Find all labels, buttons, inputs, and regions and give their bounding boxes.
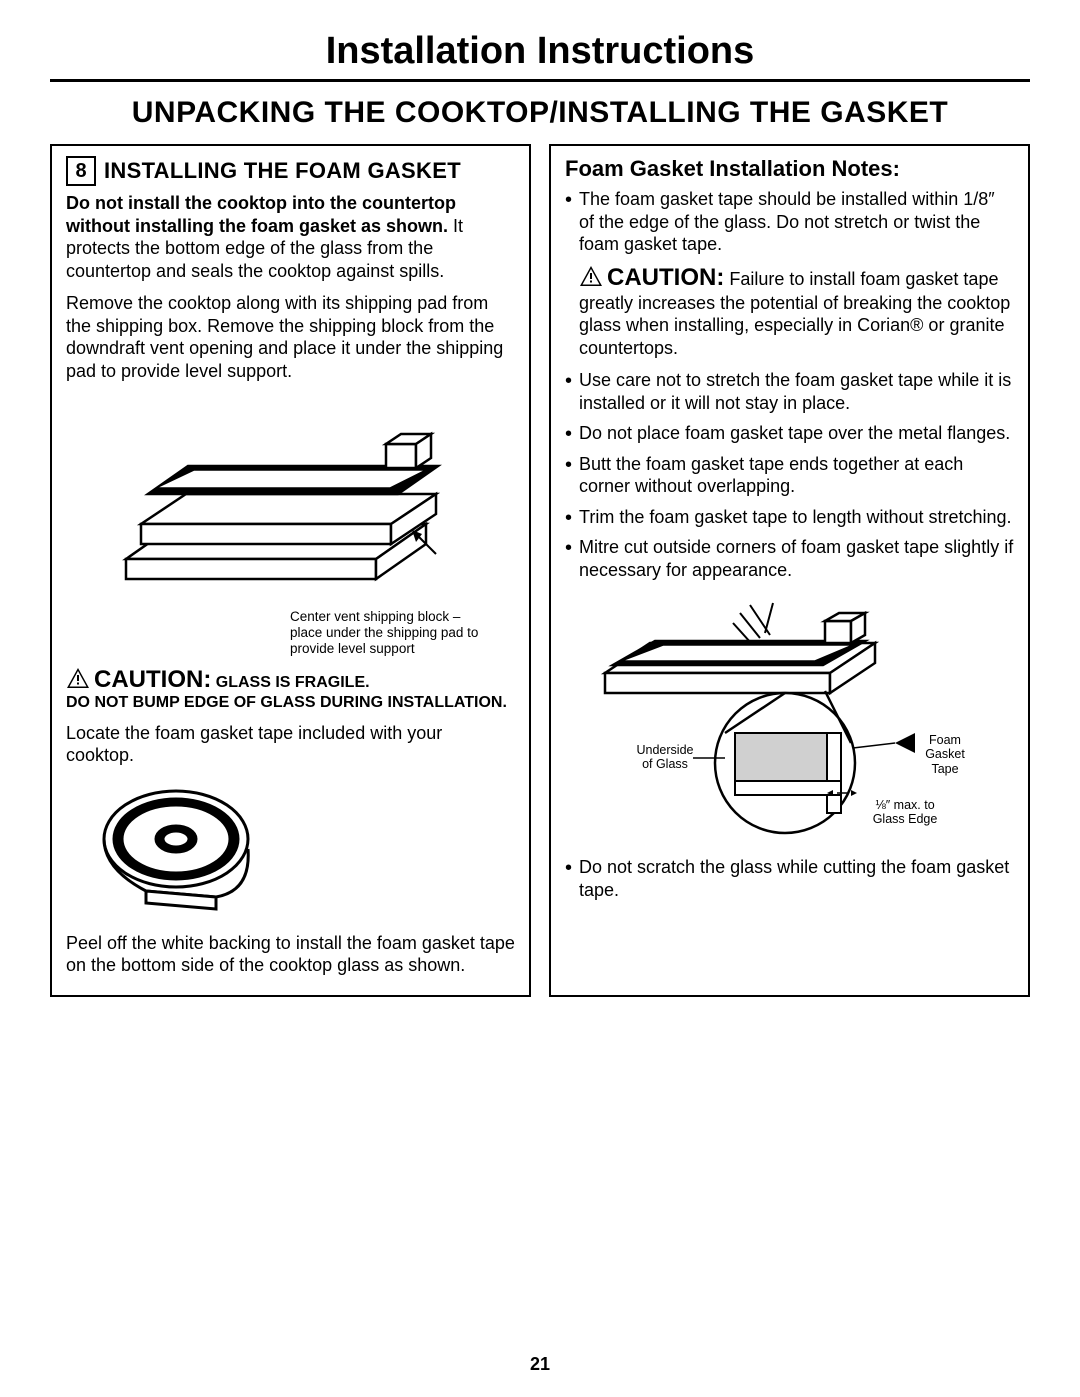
notes-list-3: Do not scratch the glass while cutting t… — [565, 856, 1014, 901]
left-paragraph-3: Locate the foam gasket tape included wit… — [66, 722, 515, 767]
page-subtitle: UNPACKING THE COOKTOP/INSTALLING THE GAS… — [50, 96, 1030, 130]
caution1-lead: CAUTION: — [94, 666, 211, 693]
left-paragraph-4: Peel off the white backing to install th… — [66, 932, 515, 977]
notes-list-2: Use care not to stretch the foam gasket … — [565, 369, 1014, 581]
diag2-label-foam: Foam Gasket Tape — [915, 733, 975, 776]
columns: 8 INSTALLING THE FOAM GASKET Do not inst… — [50, 144, 1030, 997]
list-item: The foam gasket tape should be installed… — [565, 188, 1014, 256]
diagram-foam-gasket-install: Underside of Glass Foam Gasket Tape ⅛″ m… — [565, 593, 1014, 848]
warning-icon — [579, 265, 603, 292]
list-item: Butt the foam gasket tape ends together … — [565, 453, 1014, 498]
step-title: INSTALLING THE FOAM GASKET — [104, 158, 461, 184]
diag2-label-underside: Underside of Glass — [630, 743, 700, 772]
cooktop-shipping-diagram-icon — [86, 394, 496, 604]
left-column: 8 INSTALLING THE FOAM GASKET Do not inst… — [50, 144, 531, 997]
notes-title: Foam Gasket Installation Notes: — [565, 156, 1014, 182]
title-rule — [50, 79, 1030, 82]
caution-glass-fragile: CAUTION: GLASS IS FRAGILE. DO NOT BUMP E… — [66, 666, 515, 712]
left-paragraph-2: Remove the cooktop along with its shippi… — [66, 292, 515, 382]
list-item: Use care not to stretch the foam gasket … — [565, 369, 1014, 414]
list-item: Do not scratch the glass while cutting t… — [565, 856, 1014, 901]
page-number: 21 — [0, 1354, 1080, 1375]
caution2-lead: CAUTION: — [607, 264, 724, 291]
diagram-shipping-block: Center vent shipping block – place under… — [66, 394, 515, 658]
diagram-tape-roll — [66, 779, 515, 924]
left-paragraph-1: Do not install the cooktop into the coun… — [66, 192, 515, 282]
step-number-box: 8 — [66, 156, 96, 186]
warning-icon — [66, 667, 90, 694]
tape-roll-icon — [86, 779, 276, 919]
list-item: Trim the foam gasket tape to length with… — [565, 506, 1014, 529]
list-item: Mitre cut outside corners of foam gasket… — [565, 536, 1014, 581]
left-p1-bold: Do not install the cooktop into the coun… — [66, 193, 456, 236]
gasket-install-diagram-icon: Underside of Glass Foam Gasket Tape ⅛″ m… — [575, 593, 1005, 843]
notes-list: The foam gasket tape should be installed… — [565, 188, 1014, 256]
diag2-label-max: ⅛″ max. to Glass Edge — [860, 798, 950, 827]
right-column: Foam Gasket Installation Notes: The foam… — [549, 144, 1030, 997]
caution1-sub1: GLASS IS FRAGILE. — [211, 674, 369, 691]
list-item: Do not place foam gasket tape over the m… — [565, 422, 1014, 445]
page-title: Installation Instructions — [50, 30, 1030, 79]
caution-failure-install: CAUTION: Failure to install foam gasket … — [565, 264, 1014, 360]
diagram1-caption: Center vent shipping block – place under… — [290, 609, 485, 658]
step-header: 8 INSTALLING THE FOAM GASKET — [66, 156, 515, 186]
caution1-sub2: DO NOT BUMP EDGE OF GLASS DURING INSTALL… — [66, 694, 515, 712]
